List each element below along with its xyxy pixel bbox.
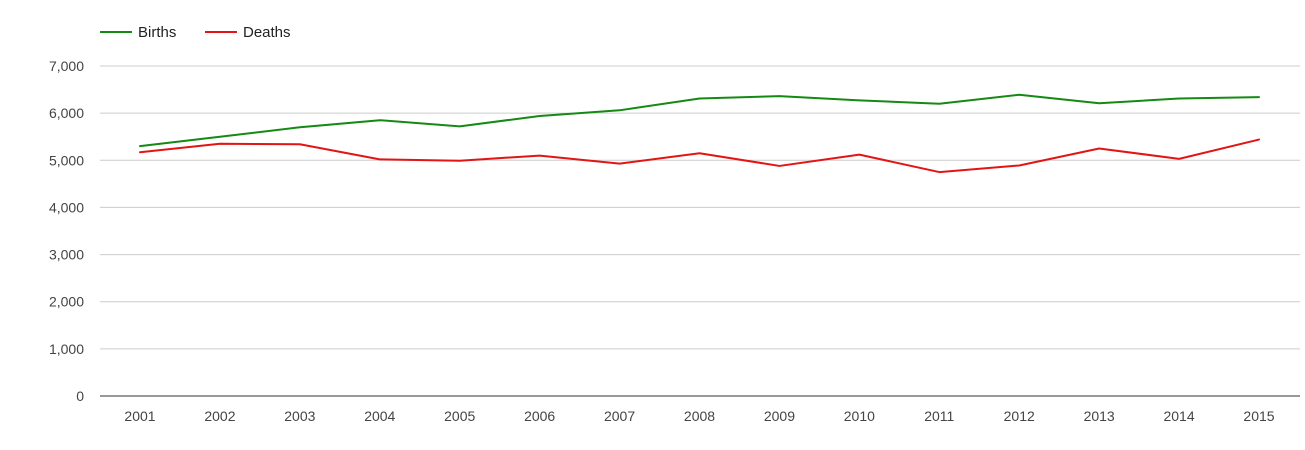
y-tick-label: 3,000 — [49, 247, 84, 263]
x-tick-label: 2008 — [684, 408, 715, 424]
x-tick-label: 2011 — [924, 408, 954, 424]
x-tick-label: 2014 — [1163, 408, 1194, 424]
legend-label: Births — [138, 24, 176, 41]
y-tick-label: 0 — [76, 388, 84, 404]
x-tick-label: 2010 — [844, 408, 875, 424]
series-line-deaths — [139, 138, 1260, 174]
gridlines — [100, 65, 1300, 397]
legend-item-births: Births — [100, 24, 176, 41]
x-tick-label: 2004 — [364, 408, 395, 424]
x-axis-ticks: 2001 2002 2003 2004 2005 2006 2007 2008 2009 2010… — [124, 408, 1274, 424]
y-tick-label: 2,000 — [49, 294, 84, 310]
x-tick-label: 2001 — [124, 408, 155, 424]
legend: Births Deaths — [100, 24, 291, 41]
legend-item-deaths: Deaths — [205, 24, 291, 41]
x-tick-label: 2007 — [604, 408, 635, 424]
y-tick-label: 7,000 — [49, 58, 84, 74]
x-tick-label: 2002 — [204, 408, 235, 424]
x-tick-label: 2012 — [1004, 408, 1035, 424]
y-tick-label: 4,000 — [49, 199, 84, 215]
series-lines — [139, 93, 1260, 174]
series-line-births — [139, 93, 1260, 148]
x-tick-label: 2013 — [1084, 408, 1115, 424]
x-tick-label: 2015 — [1243, 408, 1274, 424]
x-tick-label: 2009 — [764, 408, 795, 424]
legend-label: Deaths — [243, 24, 291, 41]
y-tick-label: 6,000 — [49, 105, 84, 121]
y-axis-ticks: 0 1,000 2,000 3,000 4,000 5,000 6,000 7,000 — [49, 58, 84, 404]
y-tick-label: 1,000 — [49, 341, 84, 357]
x-tick-label: 2003 — [284, 408, 315, 424]
y-tick-label: 5,000 — [49, 152, 84, 168]
x-tick-label: 2005 — [444, 408, 475, 424]
x-tick-label: 2006 — [524, 408, 555, 424]
